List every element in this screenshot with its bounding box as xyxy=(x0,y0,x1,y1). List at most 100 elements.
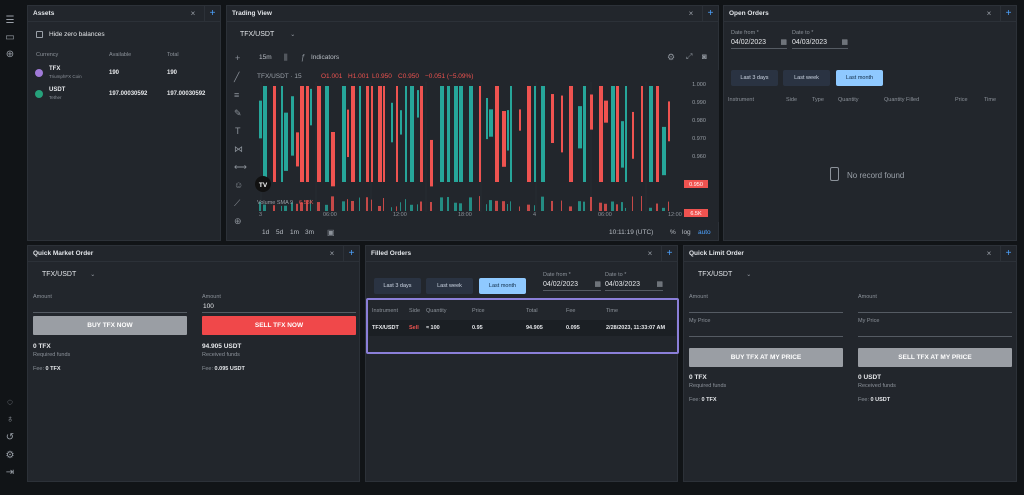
pair-select[interactable]: TFX/USDT ⌄ xyxy=(42,271,95,278)
volume-bar xyxy=(417,204,418,211)
candle xyxy=(604,100,608,123)
volume-bar xyxy=(495,200,498,211)
range-1d[interactable]: 1d xyxy=(262,229,270,236)
drawing-toolbar: ╱ ≡ ✎ T ⋈ ⟷ ☺ ⟋ ⊕ xyxy=(231,70,249,240)
volume-bar xyxy=(641,196,642,211)
fib-icon[interactable]: ≡ xyxy=(234,90,240,100)
sell-amount-input[interactable]: 100 xyxy=(202,302,356,313)
logout-icon[interactable]: ⇥ xyxy=(5,467,15,478)
candle xyxy=(410,86,414,182)
calendar-icon[interactable]: ▦ xyxy=(841,39,848,46)
history-icon[interactable]: ↺ xyxy=(5,432,15,443)
indicators-button[interactable]: Indicators xyxy=(311,54,340,61)
buy-amount-input[interactable] xyxy=(33,302,187,313)
tab-last-month[interactable]: Last month xyxy=(479,278,526,294)
candle xyxy=(273,86,276,182)
calendar-icon[interactable]: ▦ xyxy=(656,281,663,288)
add-icon[interactable]: + xyxy=(343,246,359,262)
sell-price-input[interactable] xyxy=(858,326,1012,337)
camera-icon[interactable]: ◙ xyxy=(702,52,707,61)
menu-icon[interactable]: ☰ xyxy=(5,15,15,26)
close-icon[interactable]: × xyxy=(986,9,992,18)
tab-last-month[interactable]: Last month xyxy=(836,70,883,86)
pair-select[interactable]: TFX/USDT ⌄ xyxy=(698,271,751,278)
windows-icon[interactable]: ▭ xyxy=(5,32,15,43)
hide-zero-checkbox[interactable] xyxy=(36,31,43,38)
text-tool-icon[interactable]: T xyxy=(235,126,241,136)
calendar-icon[interactable]: ▣ xyxy=(327,228,335,237)
pattern-icon[interactable]: ⋈ xyxy=(234,144,243,154)
close-icon[interactable]: × xyxy=(647,249,653,258)
plus-icon[interactable]: + xyxy=(235,53,241,63)
buy-amount-input[interactable] xyxy=(689,302,843,313)
price-chart[interactable]: TFX/USDT · 15 O1.001 H1.001 L0.950 C0.95… xyxy=(253,70,719,222)
volume-bar xyxy=(534,205,535,211)
brush-icon[interactable]: ✎ xyxy=(234,108,242,118)
add-widget-icon[interactable]: ⊕ xyxy=(5,49,15,60)
chevron-down-icon: ⌄ xyxy=(90,272,96,278)
magnet-icon[interactable]: ☺ xyxy=(234,180,244,190)
utc-clock: 10:11:19 (UTC) xyxy=(609,229,654,236)
volume-bar xyxy=(551,200,553,211)
auto-toggle[interactable]: auto xyxy=(698,229,711,236)
tab-last-week[interactable]: Last week xyxy=(783,70,830,86)
fee-value: 0 xyxy=(45,366,49,372)
date-to-input[interactable]: 04/03/2023 ▦ xyxy=(792,38,848,49)
add-icon[interactable]: + xyxy=(204,6,220,22)
trend-line-icon[interactable]: ╱ xyxy=(234,72,240,82)
range-1m[interactable]: 1m xyxy=(290,229,300,236)
sell-now-button[interactable]: SELL TFX NOW xyxy=(202,316,356,335)
volume-badge xyxy=(684,209,708,217)
sell-amount-input[interactable] xyxy=(858,302,1012,313)
close-icon[interactable]: × xyxy=(986,249,992,258)
close-icon[interactable]: × xyxy=(329,249,335,258)
tab-last-week[interactable]: Last week xyxy=(426,278,473,294)
range-3m[interactable]: 3m xyxy=(305,229,315,236)
buy-at-price-button[interactable]: BUY TFX AT MY PRICE xyxy=(689,348,843,367)
asset-name: Tether xyxy=(49,95,62,100)
calendar-icon[interactable]: ▦ xyxy=(780,39,787,46)
volume-bar xyxy=(410,204,413,211)
add-icon[interactable]: + xyxy=(702,6,718,22)
interval-button[interactable]: 15m xyxy=(259,54,272,61)
volume-bars xyxy=(259,196,669,211)
buy-price-input[interactable] xyxy=(689,326,843,337)
pair-select[interactable]: TFX/USDT ⌄ xyxy=(240,31,295,38)
candle xyxy=(632,111,634,159)
tab-last-3-days[interactable]: Last 3 days xyxy=(731,70,778,86)
candle xyxy=(479,86,481,182)
add-icon[interactable]: + xyxy=(1000,246,1016,262)
add-icon[interactable]: + xyxy=(1000,6,1016,22)
ruler-icon[interactable]: ⟋ xyxy=(234,198,241,208)
percent-toggle[interactable]: % xyxy=(670,229,676,236)
add-icon[interactable]: + xyxy=(661,246,677,262)
lightbulb-icon[interactable]: ◌ xyxy=(7,397,13,408)
volume-bar xyxy=(378,205,381,211)
zoom-icon[interactable]: ⊕ xyxy=(234,216,242,226)
date-from-input[interactable]: 04/02/2023 ▦ xyxy=(543,280,601,291)
buy-now-button[interactable]: BUY TFX NOW xyxy=(33,316,187,335)
candle-style-icon[interactable]: ⫼ xyxy=(284,53,288,62)
date-to-input[interactable]: 04/03/2023 ▦ xyxy=(605,280,663,291)
candle xyxy=(420,86,423,182)
fullscreen-icon[interactable]: ⤢ xyxy=(686,52,693,61)
log-toggle[interactable]: log xyxy=(682,229,691,236)
date-from-input[interactable]: 04/02/2023 ▦ xyxy=(731,38,787,49)
range-5d[interactable]: 5d xyxy=(276,229,284,236)
measure-icon[interactable]: ⟷ xyxy=(234,162,247,172)
volume-bar xyxy=(331,196,334,211)
table-row[interactable]: TFX/USDT Sell ≈ 100 0.95 94.905 0.095 2/… xyxy=(369,320,676,336)
gear-icon[interactable]: ⚙ xyxy=(5,450,15,461)
function-icon[interactable]: ƒ xyxy=(301,53,306,62)
calendar-icon[interactable]: ▦ xyxy=(594,281,601,288)
received-funds-label: Received funds xyxy=(858,383,896,389)
close-icon[interactable]: × xyxy=(190,9,196,18)
time-tick: 4 xyxy=(533,212,537,218)
tab-last-3-days[interactable]: Last 3 days xyxy=(374,278,421,294)
gear-icon[interactable]: ⚙ xyxy=(667,52,676,62)
close-icon[interactable]: × xyxy=(688,9,694,18)
bell-icon[interactable]: ♁ xyxy=(6,414,14,425)
volume-bar xyxy=(263,204,266,211)
chart-toolbar: + 15m ⫼ ƒ Indicators ⚙ ⤢ ◙ xyxy=(227,51,720,67)
sell-at-price-button[interactable]: SELL TFX AT MY PRICE xyxy=(858,348,1012,367)
